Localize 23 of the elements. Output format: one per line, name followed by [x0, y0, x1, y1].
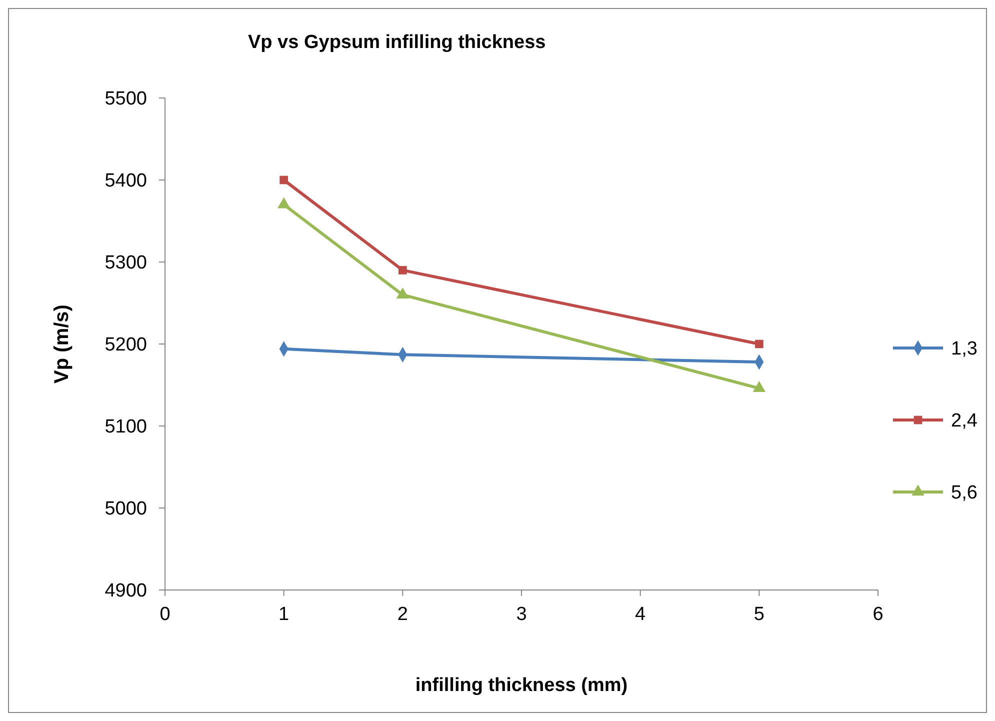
point: [280, 176, 288, 184]
y-axis-title: Vp (m/s): [51, 304, 73, 384]
y-tick-label: 4900: [104, 580, 147, 602]
chart-title: Vp vs Gypsum infilling thickness: [248, 32, 546, 53]
x-axis-title: infilling thickness (mm): [415, 675, 628, 696]
y-tick-label: 5200: [104, 334, 147, 356]
y-tick-label: 5500: [104, 88, 147, 110]
legend-label: 1,3: [951, 338, 978, 360]
point: [398, 266, 407, 274]
x-tick-label: 1: [278, 604, 290, 625]
x-tick-label: 5: [754, 604, 764, 625]
point: [754, 340, 764, 348]
legend-label: 2,4: [951, 410, 978, 432]
x-tick-label: 0: [160, 604, 170, 625]
y-tick-label: 5400: [104, 170, 147, 192]
x-tick-label: 2: [397, 604, 408, 625]
x-tick-label: 3: [516, 604, 527, 625]
y-tick-label: 5300: [104, 252, 147, 274]
legend-label: 5,6: [951, 482, 978, 504]
x-tick-label: 4: [635, 604, 646, 625]
y-tick-label: 5100: [104, 416, 147, 438]
y-tick-label: 5000: [104, 498, 147, 520]
x-tick-label: 6: [872, 604, 884, 625]
